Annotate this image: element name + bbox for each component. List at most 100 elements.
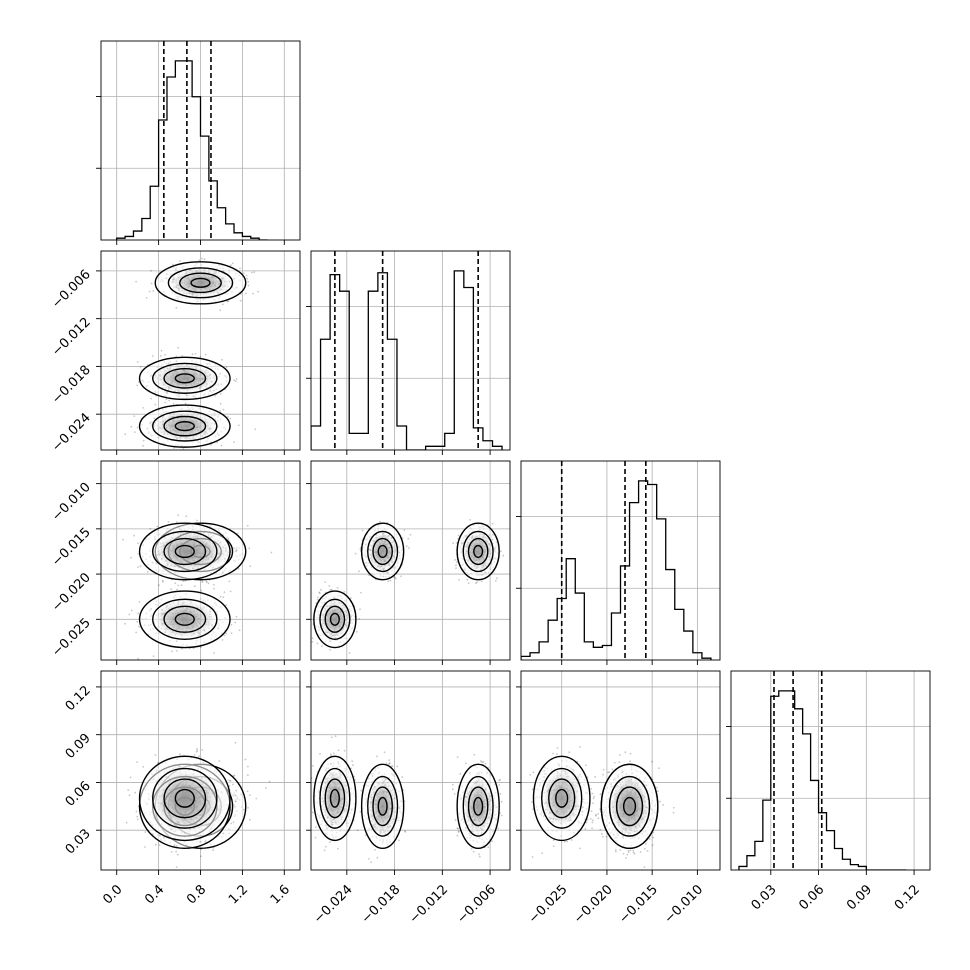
sample-point [203,258,206,261]
sample-point [150,269,153,272]
y-tick-label-p2: −0.015 [49,525,94,570]
sample-point [239,299,242,302]
sample-point [137,612,140,615]
sample-point [145,297,148,299]
sample-point [244,758,247,761]
sample-point [400,575,402,578]
panel-3-0: 0.030.060.090.120.0 0.4 0.8 1.2 1.6 [63,670,301,907]
sample-point [245,274,248,277]
sample-point [222,596,225,598]
sample-point [176,845,178,847]
y-tick-label-p1: −0.024 [49,410,94,455]
sample-point [198,259,201,261]
sample-point [201,581,204,583]
sample-point [219,309,222,312]
sample-point [219,595,222,598]
sample-point [231,802,234,804]
sample-point [149,527,152,530]
sample-point [247,774,249,777]
sample-point [201,749,204,751]
sample-point [237,568,240,570]
sample-point [237,424,240,427]
sample-point [160,349,163,352]
sample-point [500,550,502,553]
sample-point [208,579,211,581]
sample-point [321,645,323,648]
sample-point [255,797,258,800]
sample-point [133,431,136,433]
sample-point [181,647,183,650]
contour-0-1 [462,530,494,573]
sample-point [252,292,255,295]
sample-point [142,444,145,447]
sample-point [229,590,232,593]
sample-point [368,574,370,577]
sample-point [148,290,151,293]
sample-point [455,567,457,569]
sample-point [318,591,321,594]
sample-point [151,355,154,357]
sample-point [246,790,249,793]
panel-1-0: −0.024−0.018−0.012−0.006 [49,250,301,455]
sample-point [229,417,232,420]
sample-point [177,346,180,349]
y-tick-label-p2: −0.010 [49,480,94,525]
sample-point [247,765,249,768]
sample-point [253,271,256,273]
sample-point [219,402,222,405]
sample-point [257,290,259,293]
sample-point [234,380,237,383]
panel-2-2 [516,460,721,665]
sample-point [168,399,171,402]
sample-point [181,355,184,357]
sample-point [213,652,215,654]
sample-point [239,267,241,270]
contour-1-3 [174,544,195,559]
sample-point [355,630,358,633]
contour-0-2 [467,537,489,566]
sample-point [210,444,212,446]
contour-2-1 [152,598,218,640]
sample-point [467,582,470,584]
sample-point [125,821,128,824]
sample-point [222,671,224,673]
sample-point [199,646,202,649]
sample-point [245,292,247,295]
sample-point [127,789,130,791]
sample-point [234,621,237,624]
sample-point [354,552,357,555]
sample-point [303,644,305,646]
sample-point [200,855,202,858]
histogram-p1 [311,270,503,450]
sample-point [175,866,178,868]
sample-point [237,536,240,538]
sample-point [379,520,381,523]
sample-point [174,582,177,585]
panel-grid: −0.024−0.018−0.012−0.006 −0.010−0.015 −0.0… [49,40,931,927]
sample-point [162,836,165,839]
panel-frame [100,250,301,451]
sample-point [308,602,310,604]
sample-point [361,529,364,532]
sample-point [452,542,455,545]
sample-point [216,441,218,444]
sample-point [146,571,149,573]
sample-point [164,354,167,356]
sample-point [330,588,333,591]
sample-point [124,433,127,436]
sample-point [254,428,257,431]
contour-0-3 [473,544,484,559]
sample-point [220,444,223,447]
sample-point [226,300,229,303]
sample-point [152,655,155,657]
sample-point [233,774,236,777]
sample-point [232,821,235,824]
sample-point [133,534,136,537]
sample-point [328,585,331,587]
sample-point [194,353,197,355]
sample-point [235,378,238,380]
sample-point [137,542,139,545]
sample-point [360,591,362,594]
sample-point [133,415,136,417]
sample-point [329,589,332,591]
